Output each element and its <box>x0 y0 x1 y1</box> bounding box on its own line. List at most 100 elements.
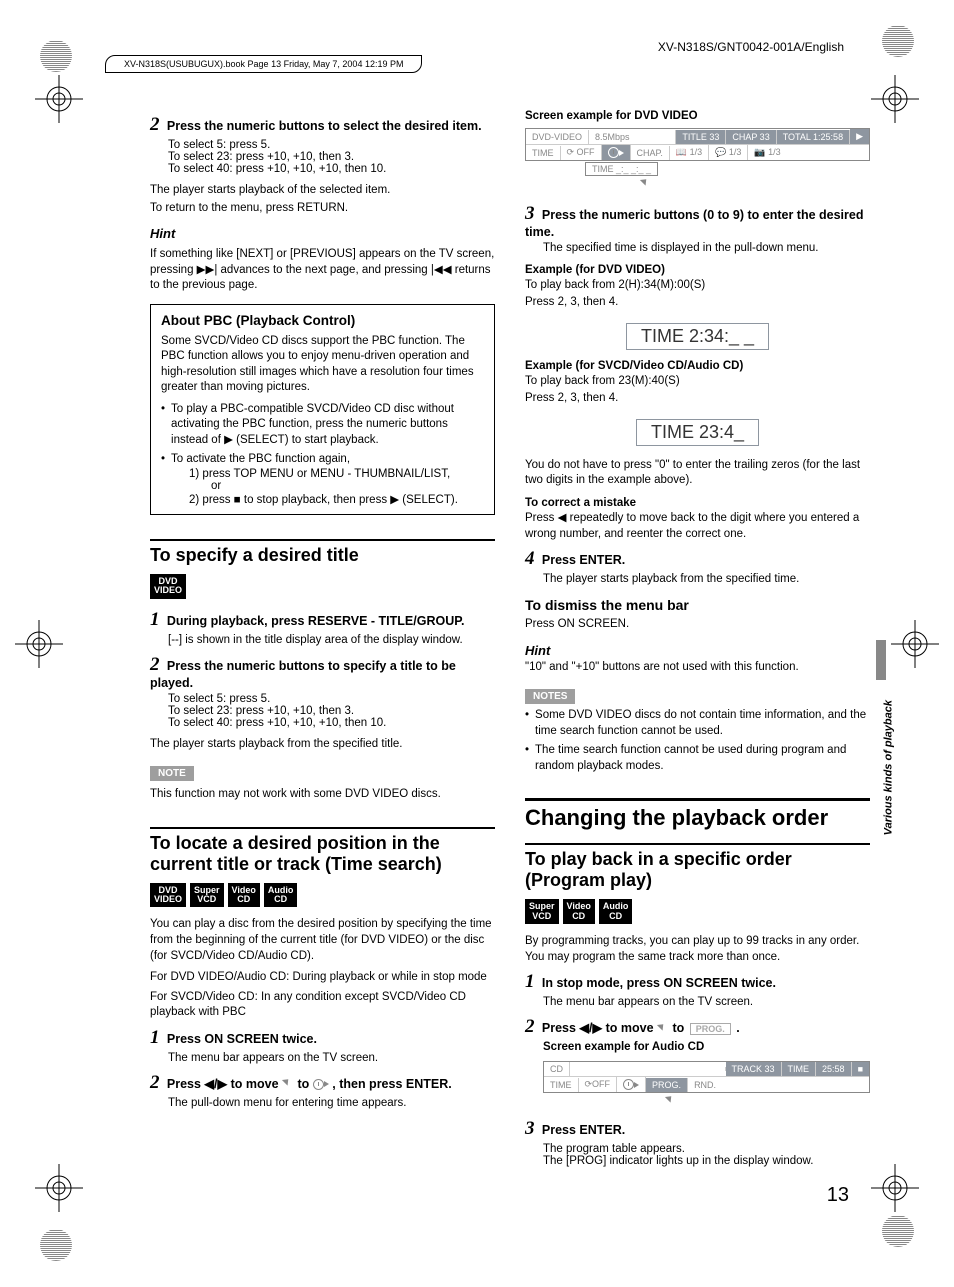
notes-label: NOTES <box>525 689 575 704</box>
clock-icon <box>313 1079 324 1090</box>
osd-cell <box>617 1077 646 1092</box>
step-4-enter: 4 Press ENTER. The player starts playbac… <box>525 548 870 585</box>
dismiss-body: Press ON SCREEN. <box>525 617 870 633</box>
step-body: The player starts playback from the spec… <box>543 573 870 585</box>
pbc-box: About PBC (Playback Control) Some SVCD/V… <box>150 304 495 515</box>
crop-mark-bl <box>35 1164 83 1212</box>
print-registration-tr <box>882 25 914 57</box>
osd-cell: TIME <box>782 1062 817 1076</box>
page-content: 2 Press the numeric buttons to select th… <box>150 110 870 1175</box>
disc-badges: DVD VIDEO <box>150 574 495 599</box>
step-title: During playback, press RESERVE - TITLE/G… <box>167 614 465 628</box>
osd-cell: TOTAL 1:25:58 <box>777 130 850 144</box>
step-1-onscreen: 1 Press ON SCREEN twice. The menu bar ap… <box>150 1027 495 1064</box>
note-label: NOTE <box>150 766 194 781</box>
correct-mistake-body: Press ◀ repeatedly to move back to the d… <box>525 511 870 542</box>
osd-dvd-example: DVD-VIDEO 8.5Mbps TITLE 33 CHAP 33 TOTAL… <box>525 128 870 161</box>
step-2-specify-title: 2 Press the numeric buttons to specify a… <box>150 654 495 729</box>
print-registration-tl <box>40 40 72 72</box>
osd-cell: TITLE 33 <box>676 130 726 144</box>
hint-body: "10" and "+10" buttons are not used with… <box>525 660 870 676</box>
pbc-title: About PBC (Playback Control) <box>161 313 484 328</box>
time-display-box: TIME 23:4_ <box>636 419 759 446</box>
time-display-box: TIME 2:34:_ _ <box>626 323 769 350</box>
osd-cell: 25:58 <box>816 1062 852 1076</box>
step-number: 1 <box>525 971 535 992</box>
pbc-or: or <box>211 480 484 492</box>
example-title: Example (for DVD VIDEO) <box>525 264 870 276</box>
time-cond: For SVCD/Video CD: In any condition exce… <box>150 990 495 1021</box>
trailing-zero-note: You do not have to press "0" to enter th… <box>525 458 870 489</box>
dismiss-heading: To dismiss the menu bar <box>525 597 870 613</box>
right-column: Screen example for DVD VIDEO DVD-VIDEO 8… <box>525 110 870 1175</box>
note-item: The time search function cannot be used … <box>535 743 870 774</box>
note-body: This function may not work with some DVD… <box>150 787 495 803</box>
osd-cell <box>570 1067 726 1071</box>
osd-cell: TRACK 33 <box>726 1062 782 1076</box>
osd-cell: ⟳OFF <box>579 1077 618 1092</box>
step-3-enter-prog: 3 Press ENTER. The program table appears… <box>525 1118 870 1167</box>
step-title: Press ◀/▶ to move to , then press ENTER. <box>167 1077 452 1091</box>
step-title: Press the numeric buttons (0 to 9) to en… <box>525 208 863 239</box>
arrow-right-icon <box>324 1081 329 1087</box>
select-example: To select 23: press +10, +10, then 3. <box>168 151 495 163</box>
step-1-reserve: 1 During playback, press RESERVE - TITLE… <box>150 609 495 646</box>
book-stamp: XV-N318S(USUBUGUX).book Page 13 Friday, … <box>105 55 422 73</box>
step-body: The pull-down menu for entering time app… <box>168 1097 495 1109</box>
osd-cell: 8.5Mbps <box>589 130 676 144</box>
pbc-sub: 2) press ■ to stop playback, then press … <box>189 492 484 506</box>
step-body: The [PROG] indicator lights up in the di… <box>543 1155 870 1167</box>
badge: Video CD <box>563 899 595 924</box>
disc-badges: Super VCD Video CD Audio CD <box>525 899 870 924</box>
osd-cell: TIME <box>526 146 561 160</box>
page-number: 13 <box>827 1184 849 1207</box>
example-line: To play back from 2(H):34(M):00(S) <box>525 278 870 294</box>
step-1-onscreen-twice: 1 In stop mode, press ON SCREEN twice. T… <box>525 971 870 1008</box>
step-number: 2 <box>150 1072 160 1093</box>
step-title: Press ENTER. <box>542 1123 625 1137</box>
time-cond: For DVD VIDEO/Audio CD: During playback … <box>150 970 495 986</box>
step-number: 1 <box>150 1027 160 1048</box>
osd-cell: PROG. <box>646 1078 688 1092</box>
step-body: Screen example for Audio CD <box>543 1041 870 1053</box>
step-3-enter-time: 3 Press the numeric buttons (0 to 9) to … <box>525 203 870 254</box>
correct-mistake-title: To correct a mistake <box>525 497 870 509</box>
step-2-move-prog: 2 Press ◀/▶ to move to PROG. . Screen ex… <box>525 1016 870 1053</box>
return-note: To return to the menu, press RETURN. <box>150 201 495 217</box>
badge: Super VCD <box>525 899 559 924</box>
note-item: Some DVD VIDEO discs do not contain time… <box>535 708 870 739</box>
step-2-move-cursor: 2 Press ◀/▶ to move to , then press ENTE… <box>150 1072 495 1109</box>
step-title: Press ENTER. <box>542 553 625 567</box>
step-title: In stop mode, press ON SCREEN twice. <box>542 976 776 990</box>
hint-heading: Hint <box>150 226 495 241</box>
playback-note: The player starts playback of the select… <box>150 183 495 199</box>
osd-time-dropdown: TIME _:_ _:_ _ <box>585 162 658 176</box>
playback-note: The player starts playback from the spec… <box>150 737 495 753</box>
step-number: 1 <box>150 609 160 630</box>
step-number: 2 <box>525 1016 535 1037</box>
pbc-desc: Some SVCD/Video CD discs support the PBC… <box>161 334 484 396</box>
select-example: To select 40: press +10, +10, +10, then … <box>168 717 495 729</box>
select-example: To select 5: press 5. <box>168 693 495 705</box>
step-body: The menu bar appears on the TV screen. <box>168 1052 495 1064</box>
select-example: To select 23: press +10, +10, then 3. <box>168 705 495 717</box>
step-number: 4 <box>525 548 535 569</box>
osd-cell: CD <box>544 1062 570 1076</box>
pbc-sub: 1) press TOP MENU or MENU - THUMBNAIL/LI… <box>189 468 484 480</box>
crop-mark-br <box>871 1164 919 1212</box>
step-body: The specified time is displayed in the p… <box>543 242 870 254</box>
osd-cell: CHAP 33 <box>726 130 776 144</box>
section-program-play: To play back in a specific order (Progra… <box>525 843 870 891</box>
badge: Audio CD <box>599 899 633 924</box>
step-number: 2 <box>150 114 160 135</box>
step-title: Press the numeric buttons to select the … <box>167 119 482 133</box>
section-specify-title: To specify a desired title <box>150 539 495 566</box>
crop-mark-tl <box>35 75 83 123</box>
example-line: To play back from 23(M):40(S) <box>525 374 870 390</box>
osd-example-title: Screen example for DVD VIDEO <box>525 110 870 122</box>
osd-cell: TIME <box>544 1078 579 1092</box>
osd-cell: 📷 1/3 <box>748 145 786 160</box>
step-title: Press the numeric buttons to specify a t… <box>150 659 456 690</box>
step-2-select-item: 2 Press the numeric buttons to select th… <box>150 114 495 175</box>
example-line: Press 2, 3, then 4. <box>525 295 870 311</box>
